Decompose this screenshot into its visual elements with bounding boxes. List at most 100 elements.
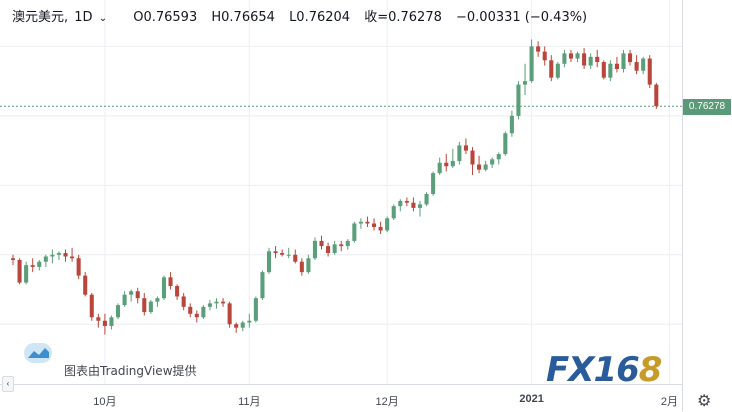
candle-body <box>568 53 574 59</box>
candle-body <box>582 53 587 66</box>
time-axis-tick: 2月 <box>660 396 678 408</box>
last-price-tag: 0.76278 <box>683 99 731 115</box>
close-value: 收=0.76278 <box>364 10 442 25</box>
price-axis[interactable] <box>682 0 683 411</box>
candle-body <box>115 305 121 318</box>
candle-body <box>63 253 68 257</box>
candle-body <box>496 154 501 160</box>
time-axis-tick: 2021 <box>519 393 544 405</box>
candle-body <box>56 253 61 255</box>
candle-body <box>647 58 652 85</box>
candle-body <box>411 202 416 208</box>
candle-body <box>549 60 554 78</box>
candle-body <box>345 240 350 247</box>
gear-icon[interactable]: ⚙ <box>697 393 712 410</box>
candle-body <box>542 51 547 61</box>
candle-body <box>30 265 35 267</box>
candle-body <box>424 194 429 205</box>
candle-body <box>470 150 475 165</box>
candle-body <box>385 218 390 231</box>
candle-body <box>221 301 226 304</box>
interval-label[interactable]: 1D <box>74 10 93 25</box>
candle-body <box>431 173 436 194</box>
candle-body <box>536 46 541 52</box>
candle-body <box>10 258 16 260</box>
candle-body <box>37 261 42 267</box>
candle-body <box>253 298 258 321</box>
candle-body <box>588 56 593 66</box>
candle-body <box>135 291 140 299</box>
candle-body <box>188 306 193 314</box>
candle-body <box>109 317 114 326</box>
candle-body <box>266 251 272 273</box>
time-axis[interactable] <box>0 384 682 412</box>
tradingview-logo-icon[interactable] <box>24 343 52 363</box>
high-value: H0.76654 <box>211 10 275 25</box>
candle-body <box>312 240 317 259</box>
candle-body <box>509 115 514 134</box>
candle-body <box>444 162 449 167</box>
candle-body <box>17 259 22 283</box>
candle-body <box>450 161 455 167</box>
candle-body <box>286 254 291 256</box>
candle-body <box>352 223 357 241</box>
candle-body <box>148 301 153 313</box>
time-axis-tick: 12月 <box>375 396 399 408</box>
candle-body <box>299 261 304 273</box>
candle-body <box>634 62 639 71</box>
candle-body <box>260 272 265 299</box>
candle-body <box>214 301 219 304</box>
candle-body <box>601 62 606 78</box>
candle-body <box>463 145 468 151</box>
candle-body <box>273 251 278 254</box>
candle-body <box>562 53 567 64</box>
candle-body <box>326 246 331 254</box>
candle-body <box>43 256 48 262</box>
candle-body <box>522 81 528 85</box>
candle-body <box>378 226 383 231</box>
candle-body <box>490 159 495 165</box>
candle-body <box>240 322 245 328</box>
candle-body <box>365 221 370 224</box>
candle-body <box>293 254 298 262</box>
candle-body <box>122 294 127 306</box>
candle-body <box>319 240 324 247</box>
candle-body <box>201 306 206 318</box>
candle-body <box>175 286 180 297</box>
chevron-down-icon[interactable]: ⌄ <box>98 13 108 24</box>
time-axis-tick: 11月 <box>238 396 261 408</box>
candle-body <box>102 320 107 326</box>
candle-body <box>129 291 134 295</box>
candle-body <box>529 46 534 82</box>
candle-body <box>417 204 423 208</box>
candle-body <box>89 294 94 318</box>
candle-body <box>306 258 311 273</box>
candle-body <box>234 324 239 328</box>
candle-body <box>595 56 600 63</box>
candle-body <box>503 133 508 155</box>
candle-body <box>83 275 88 295</box>
chart-header: 澳元美元, 1D ⌄ O0.76593 H0.76654 L0.76204 收=… <box>12 6 597 25</box>
candle-body <box>437 162 442 174</box>
candle-body <box>575 53 580 59</box>
candle-body <box>516 84 521 116</box>
low-value: L0.76204 <box>289 10 351 25</box>
candle-body <box>207 303 212 307</box>
attribution-text[interactable]: 图表由TradingView提供 <box>64 364 197 378</box>
candle-body <box>70 256 75 259</box>
candle-body <box>555 63 560 78</box>
candle-body <box>614 63 619 69</box>
candle-body <box>332 244 337 254</box>
candle-body <box>227 303 232 325</box>
candle-body <box>391 206 396 219</box>
candle-body <box>404 200 409 203</box>
candle-body <box>194 313 199 318</box>
scroll-left-icon[interactable]: ‹ <box>2 376 14 392</box>
time-axis-tick: 10月 <box>93 396 117 408</box>
candle-body <box>96 317 101 321</box>
candle-body <box>641 58 646 71</box>
candle-body <box>181 296 186 307</box>
symbol-label[interactable]: 澳元美元, <box>12 10 69 25</box>
candle-body <box>339 244 344 247</box>
